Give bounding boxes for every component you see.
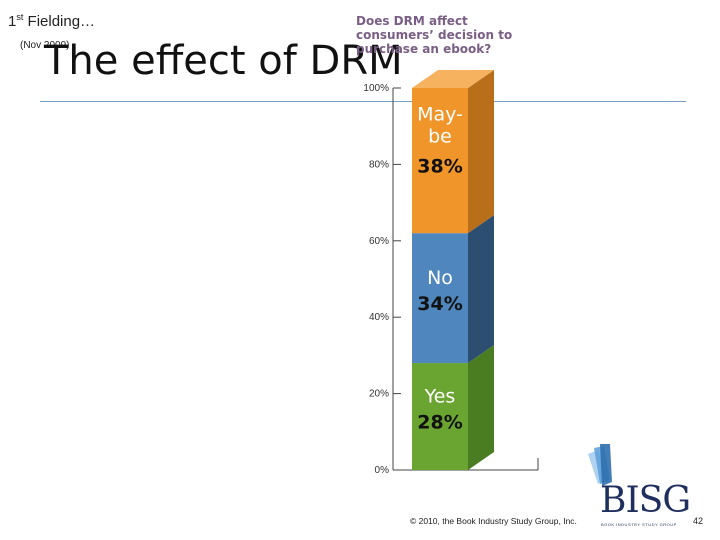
page-number: 42 — [693, 516, 704, 526]
bar-side-no — [468, 215, 494, 364]
bar-segment-no — [412, 233, 468, 364]
segment-label: No — [427, 267, 453, 289]
y-tick-label: 60% — [369, 236, 389, 247]
segment-label: be — [428, 126, 452, 148]
fielding-number: 1 — [8, 13, 17, 30]
segment-label: May- — [417, 104, 463, 126]
y-tick-label: 40% — [369, 312, 389, 323]
fielding-ordinal: st — [16, 12, 24, 22]
bar-segment-may-be — [412, 88, 468, 234]
bisg-logo: BISG BOOK INDUSTRY STUDY GROUP — [570, 440, 691, 530]
y-tick-label: 0% — [375, 465, 390, 476]
logo-pages-icon — [588, 444, 612, 486]
segment-value-label: 34% — [417, 293, 462, 315]
y-tick-label: 100% — [363, 83, 389, 94]
title-divider — [40, 101, 686, 102]
fielding-word: Fielding… — [23, 13, 96, 30]
bar-side-may-be — [468, 70, 494, 234]
bar-segment-yes — [412, 363, 468, 470]
copyright-notice: © 2010, the Book Industry Study Group, I… — [410, 516, 577, 526]
segment-label: Yes — [424, 386, 456, 408]
chart-title: Does DRM affect consumers’ decision to p… — [356, 14, 513, 56]
segment-value-label: 28% — [417, 412, 462, 434]
bar-side-yes — [468, 345, 494, 470]
segment-value-label: 38% — [417, 156, 462, 178]
fielding-date: (Nov 2009) — [20, 40, 70, 51]
fielding-label: 1st Fielding… — [8, 12, 95, 30]
logo-subtext: BOOK INDUSTRY STUDY GROUP — [601, 522, 677, 527]
y-tick-label: 20% — [369, 389, 389, 400]
logo-text: BISG — [600, 480, 691, 521]
bar-top-face — [412, 70, 494, 88]
y-tick-label: 80% — [369, 159, 389, 170]
slide-title: The effect of DRM — [44, 38, 403, 84]
